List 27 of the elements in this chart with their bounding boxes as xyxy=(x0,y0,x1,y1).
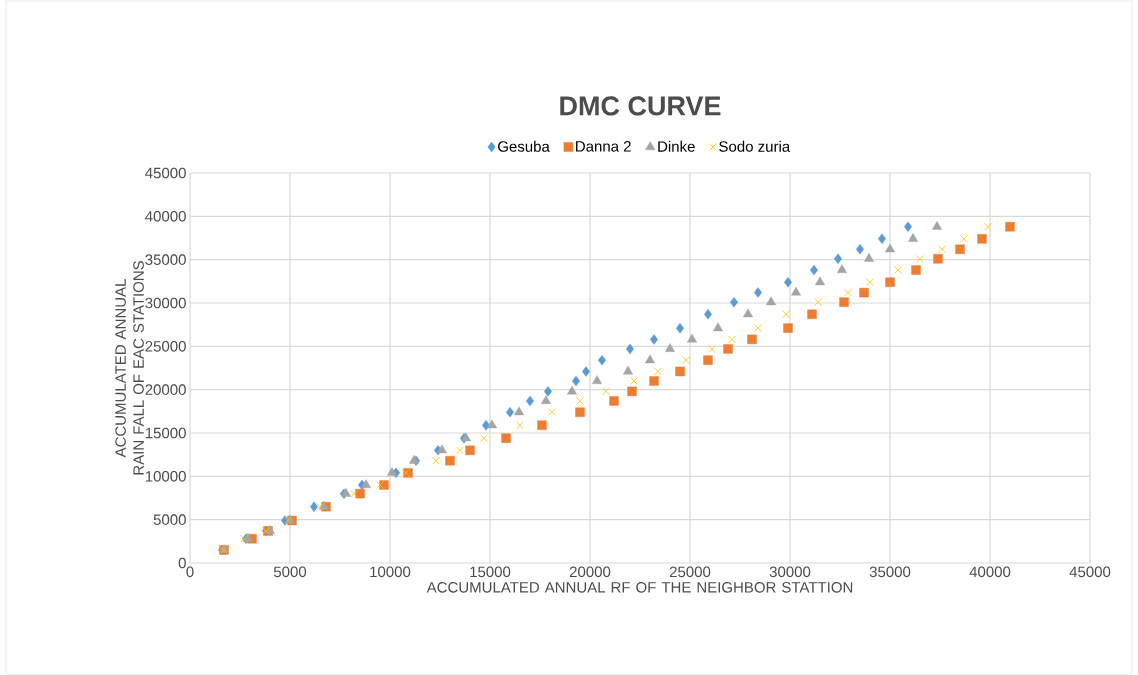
x-axis-title: ACCUMULATED ANNUAL RF OF THE NEIGHBOR STATTION xyxy=(426,582,853,593)
chart-title: DMC CURVE xyxy=(560,96,721,116)
x-tick-label: 5000 xyxy=(273,566,307,578)
x-tick-label: 45000 xyxy=(1069,566,1111,578)
y-tick-label: 20000 xyxy=(145,384,186,395)
x-tick-label: 20000 xyxy=(569,566,611,578)
y-tick-label: 5000 xyxy=(153,514,186,525)
x-tick-label: 30000 xyxy=(769,566,811,578)
y-tick-label: 10000 xyxy=(145,471,186,482)
legend-label: Sodo zuria xyxy=(719,140,791,152)
legend-label: Dinke xyxy=(658,140,695,152)
x-tick-label: 40000 xyxy=(969,566,1011,578)
y-axis-title: ACCUMULATED ANNUAL RAIN FALL OF EAC STATIONS xyxy=(115,261,144,475)
x-tick-label: 25000 xyxy=(669,566,711,578)
y-tick-label: 0 xyxy=(178,557,186,569)
y-tick-label: 30000 xyxy=(145,297,186,309)
y-tick-label: 25000 xyxy=(145,341,186,352)
legend-label: Danna 2 xyxy=(576,141,631,152)
y-tick-label: 40000 xyxy=(145,211,186,222)
y-tick-label: 35000 xyxy=(145,254,186,265)
y-tick-label: 15000 xyxy=(145,427,186,439)
x-tick-label: 10000 xyxy=(370,566,411,578)
legend-label: Gesuba xyxy=(498,140,550,152)
x-tick-label: 0 xyxy=(186,566,194,578)
x-tick-label: 15000 xyxy=(470,566,511,578)
x-tick-label: 35000 xyxy=(869,566,911,578)
y-tick-label: 45000 xyxy=(145,167,186,179)
